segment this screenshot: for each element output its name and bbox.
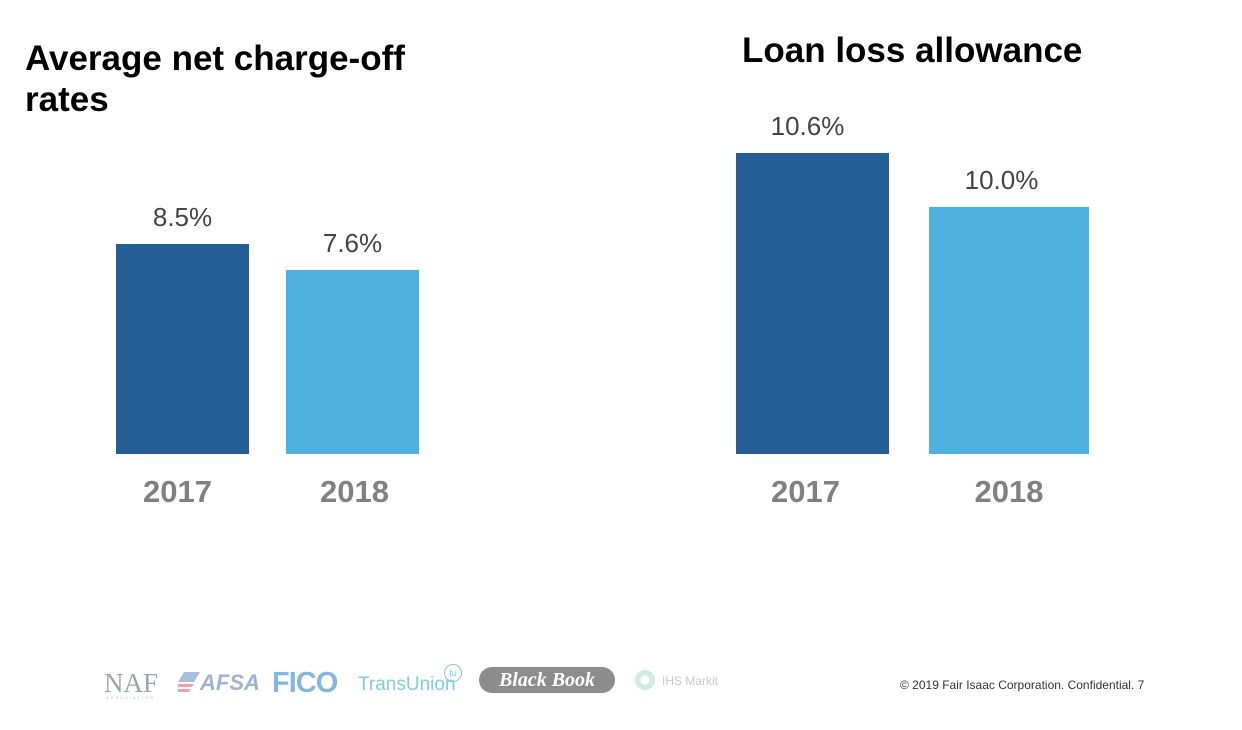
bar-charge-off-2017 (116, 244, 249, 454)
chart-title-charge-off: Average net charge-off rates (25, 39, 405, 119)
bar-loan-loss-2018 (929, 207, 1089, 454)
afsa-flag-icon (178, 672, 200, 692)
category-label: 2018 (974, 474, 1044, 509)
transunion-logo: TransUnion (358, 674, 456, 695)
category-label: 2017 (143, 474, 212, 509)
bar-loan-loss-2017 (736, 153, 889, 454)
category-label: 2017 (771, 474, 840, 509)
transunion-mark-icon: tu (444, 664, 462, 682)
bar-value-label: 10.0% (964, 165, 1039, 195)
ihs-markit-logo: IHS Markit (662, 674, 719, 688)
category-label: 2018 (320, 474, 389, 509)
blackbook-logo: Black Book (479, 667, 615, 693)
fico-logo: FICO (272, 667, 338, 699)
bar-value-label: 8.5% (152, 202, 213, 232)
copyright-notice: © 2019 Fair Isaac Corporation. Confident… (900, 678, 1145, 692)
bar-value-label: 7.6% (322, 228, 383, 258)
ihs-markit-globe-icon (635, 670, 655, 690)
chart-title-loan-loss: Loan loss allowance (742, 31, 1083, 70)
bar-value-label: 10.6% (770, 111, 845, 141)
afsa-logo: AFSA (200, 670, 260, 695)
naf-logo: NAF (104, 668, 159, 698)
naf-logo-subtitle: ASSOCIATION (106, 695, 156, 700)
bar-charge-off-2018 (286, 270, 419, 454)
